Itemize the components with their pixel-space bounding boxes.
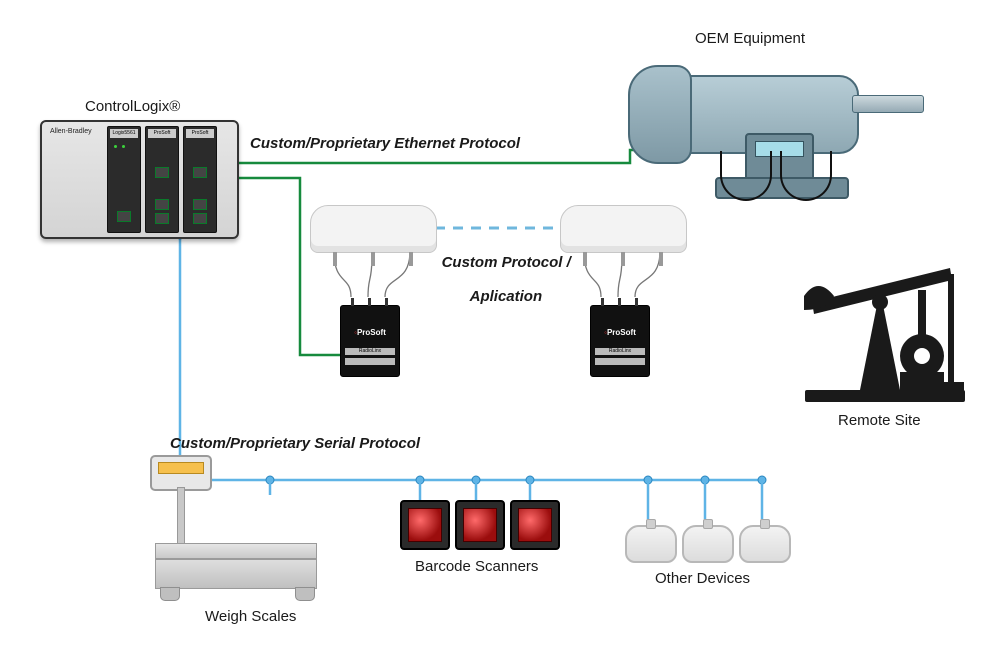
- weigh-scales-label: Weigh Scales: [205, 608, 296, 625]
- pumpjack-icon: [800, 230, 970, 410]
- oem-label: OEM Equipment: [695, 30, 805, 47]
- plc-slot2-tag: ProSoft: [186, 129, 214, 138]
- prosoft-logo-text-2: ProSoft: [607, 328, 636, 337]
- prosoft-radio-local: ◦ProSoft RadioLinx: [340, 305, 400, 377]
- plc-slot-cpu: Logix5561: [107, 126, 141, 233]
- custom-protocol-line2: Aplication: [470, 288, 543, 305]
- prosoft-model: RadioLinx: [345, 348, 395, 355]
- scale-display: [150, 455, 212, 491]
- other-devices-label: Other Devices: [655, 570, 750, 587]
- barcode-scanner: [455, 500, 505, 550]
- plc-slot1-tag: ProSoft: [148, 129, 176, 138]
- barcode-scanner: [510, 500, 560, 550]
- prosoft-logo-text: ProSoft: [357, 328, 386, 337]
- oem-equipment: [620, 55, 930, 205]
- plc-slot-2: ProSoft: [183, 126, 217, 233]
- controllogix-plc: Allen-Bradley Logix5561 ProSoft ProSoft: [40, 120, 239, 239]
- controllogix-label: ControlLogix®: [85, 98, 180, 115]
- custom-protocol-label: Custom Protocol / Aplication: [432, 237, 572, 305]
- other-device: [739, 525, 791, 563]
- antenna-remote: [560, 205, 687, 253]
- other-device: [625, 525, 677, 563]
- plc-slot-cpu-tag: Logix5561: [110, 129, 138, 138]
- ethernet-protocol-label: Custom/Proprietary Ethernet Protocol: [250, 135, 520, 152]
- serial-protocol-label: Custom/Proprietary Serial Protocol: [170, 435, 420, 452]
- other-device: [682, 525, 734, 563]
- barcode-scanner: [400, 500, 450, 550]
- custom-protocol-line1: Custom Protocol /: [442, 254, 571, 271]
- prosoft-model-2: RadioLinx: [595, 348, 645, 355]
- remote-site-label: Remote Site: [838, 412, 921, 429]
- plc-slot-1: ProSoft: [145, 126, 179, 233]
- barcode-scanners-label: Barcode Scanners: [415, 558, 538, 575]
- prosoft-radio-remote: ◦ProSoft RadioLinx: [590, 305, 650, 377]
- plc-brand: Allen-Bradley: [50, 128, 92, 135]
- antenna-local: [310, 205, 437, 253]
